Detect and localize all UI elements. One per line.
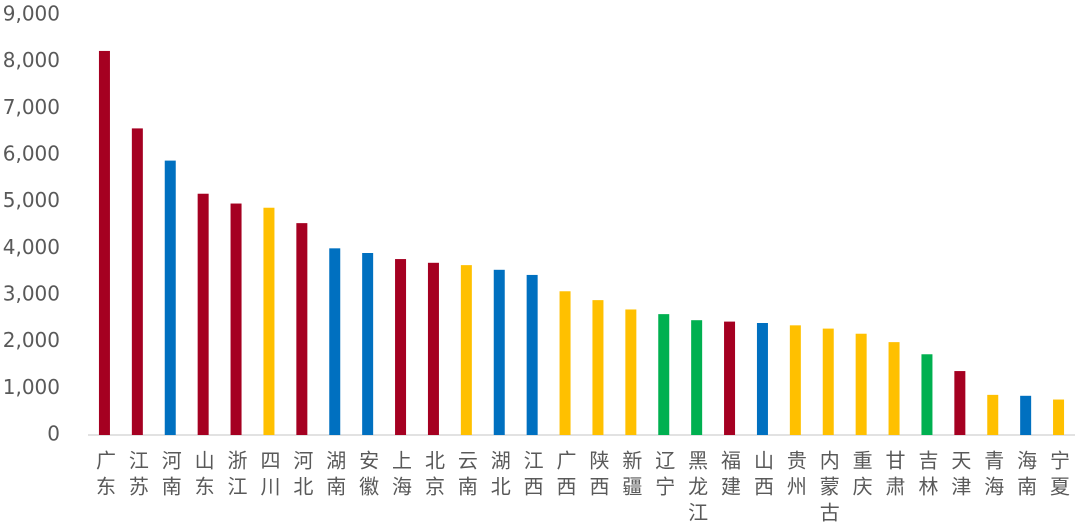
- x-tick-label: 广西: [553, 450, 577, 502]
- bar: [987, 394, 999, 435]
- bar: [164, 160, 176, 435]
- x-tick-label: 山西: [750, 450, 774, 502]
- y-tick-label: 4,000: [3, 235, 60, 259]
- x-tick-label: 安徽: [356, 450, 380, 502]
- bar: [756, 323, 768, 435]
- x-tick-label: 浙江: [224, 450, 248, 502]
- x-tick-label: 新疆: [619, 450, 643, 502]
- bar: [592, 300, 604, 435]
- x-tick-label: 天津: [948, 450, 972, 502]
- bar: [526, 274, 538, 435]
- x-tick-label: 贵州: [783, 450, 807, 502]
- bar: [921, 354, 933, 435]
- bar: [98, 50, 110, 435]
- x-tick-label: 江西: [520, 450, 544, 502]
- y-tick-label: 5,000: [3, 188, 60, 212]
- x-tick-label: 河北: [290, 450, 314, 502]
- y-tick-label: 3,000: [3, 282, 60, 306]
- x-tick-label: 青海: [981, 450, 1005, 502]
- bar: [954, 371, 966, 435]
- x-tick-label: 四川: [257, 450, 281, 502]
- x-tick-label: 北京: [421, 450, 445, 502]
- bar: [230, 203, 242, 435]
- bar: [460, 265, 472, 435]
- bar: [855, 333, 867, 435]
- x-tick-label: 山东: [191, 450, 215, 502]
- x-tick-label: 云南: [454, 450, 478, 502]
- x-tick-label: 江苏: [125, 450, 149, 502]
- x-tick-label: 吉林: [915, 450, 939, 502]
- bar: [658, 314, 670, 435]
- bar: [395, 259, 407, 435]
- x-tick-label: 内蒙古: [816, 450, 840, 523]
- bar: [625, 309, 637, 435]
- x-tick-label: 湖南: [323, 450, 347, 502]
- bar: [296, 223, 308, 435]
- bar: [197, 193, 209, 435]
- y-tick-label: 2,000: [3, 328, 60, 352]
- y-tick-label: 6,000: [3, 142, 60, 166]
- x-tick-label: 重庆: [849, 450, 873, 502]
- x-tick-label: 宁夏: [1047, 450, 1071, 502]
- bar: [789, 325, 801, 435]
- bar: [691, 320, 703, 435]
- x-tick-label: 黑龙江: [685, 450, 709, 523]
- y-tick-label: 7,000: [3, 95, 60, 119]
- bar: [493, 269, 505, 435]
- bar: [263, 207, 275, 435]
- bar: [329, 248, 341, 435]
- y-tick-label: 0: [47, 422, 60, 446]
- y-tick-label: 1,000: [3, 375, 60, 399]
- bar: [1020, 395, 1032, 435]
- bar: [724, 321, 736, 435]
- bar: [822, 328, 834, 435]
- x-tick-label: 上海: [389, 450, 413, 502]
- bar: [559, 291, 571, 435]
- x-tick-label: 辽宁: [652, 450, 676, 502]
- x-tick-label: 福建: [718, 450, 742, 502]
- y-tick-label: 8,000: [3, 48, 60, 72]
- bar: [888, 342, 900, 435]
- x-tick-label: 陕西: [586, 450, 610, 502]
- x-tick-label: 甘肃: [882, 450, 906, 502]
- bar: [1053, 399, 1065, 435]
- bar: [131, 128, 143, 435]
- x-tick-label: 海南: [1014, 450, 1038, 502]
- x-tick-label: 湖北: [487, 450, 511, 502]
- bar: [427, 262, 439, 435]
- x-tick-label: 河南: [158, 450, 182, 502]
- bar: [362, 253, 374, 435]
- x-tick-label: 广东: [92, 450, 116, 502]
- y-tick-label: 9,000: [3, 2, 60, 26]
